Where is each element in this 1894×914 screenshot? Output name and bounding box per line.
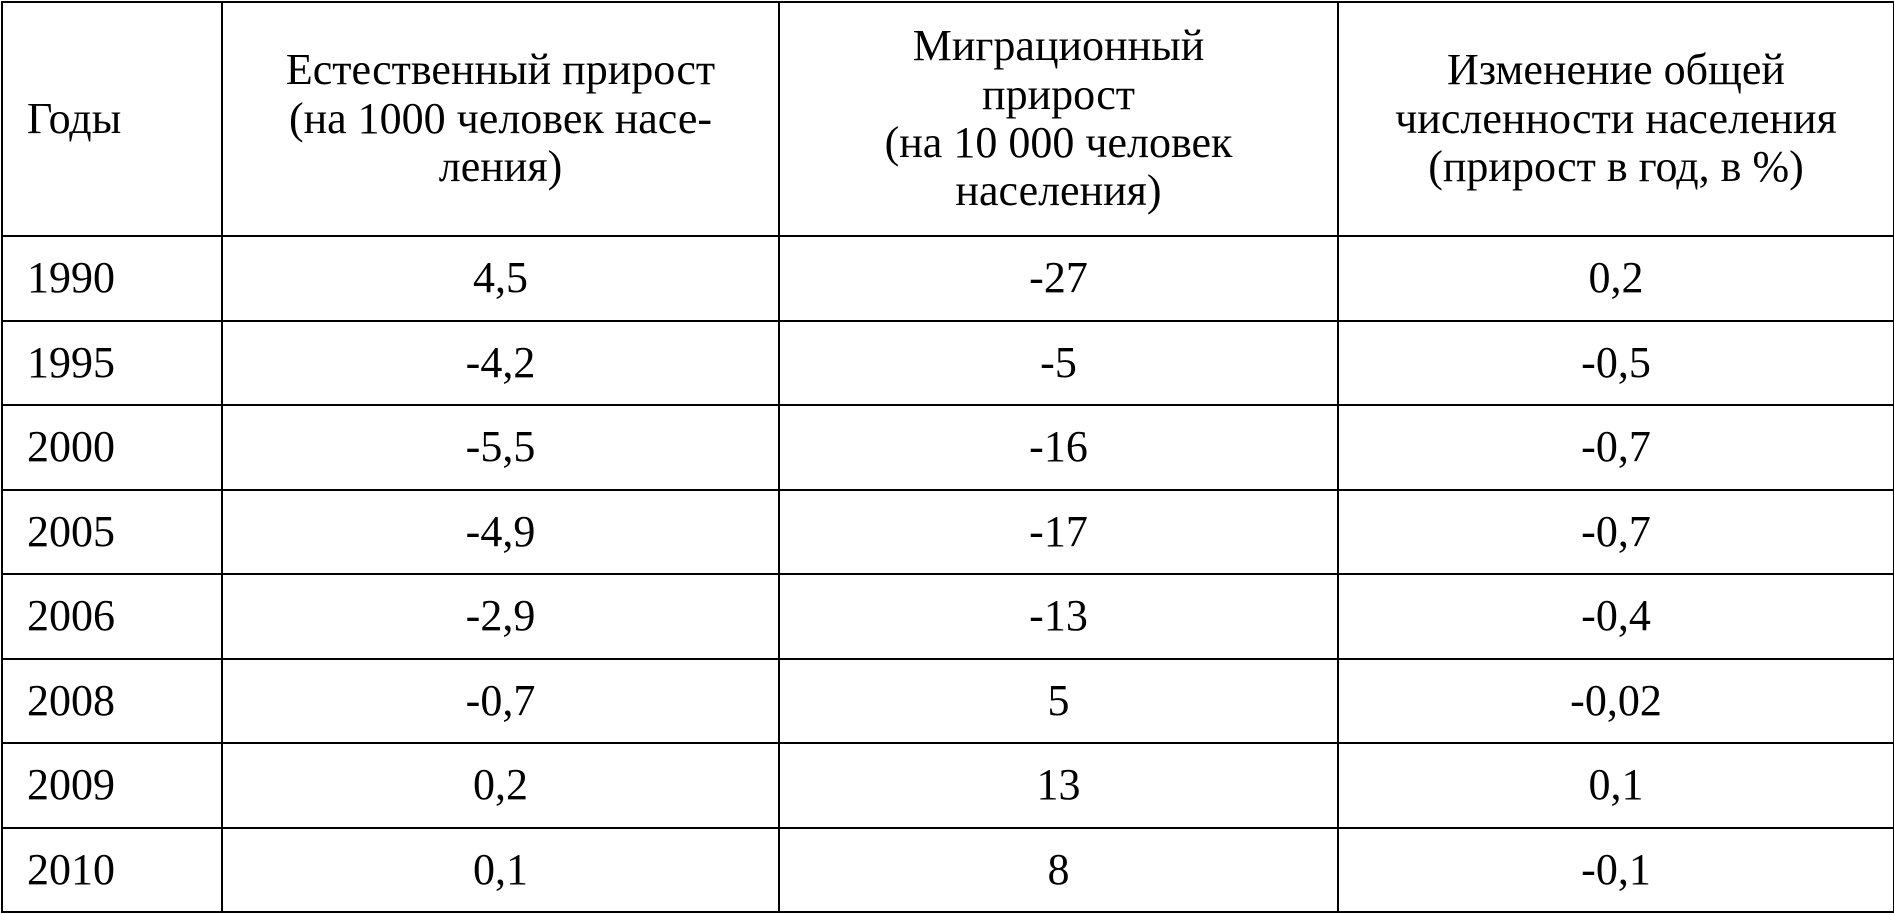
value-cell: 0,2	[221, 742, 780, 829]
value-cell: -13	[778, 573, 1339, 660]
table-row: 2005 -4,9 -17 -0,7	[1, 488, 1894, 576]
year-cell: 2005	[1, 488, 223, 576]
table-row: 2008 -0,7 5 -0,02	[1, 657, 1894, 745]
header-line: (на 1000 человек насе-	[288, 93, 713, 143]
value-cell: -0,5	[1337, 319, 1894, 407]
table-row: 2006 -2,9 -13 -0,4	[1, 573, 1894, 660]
year-cell: 2008	[1, 657, 223, 745]
value-cell: -4,2	[221, 319, 780, 407]
header-cell: Изменение общей численности населения (при…	[1337, 0, 1894, 238]
year-cell: 1990	[1, 235, 223, 322]
year-cell: 2010	[1, 826, 223, 913]
value-cell: 13	[778, 742, 1339, 829]
value-cell: 5	[778, 657, 1339, 745]
year-cell: 2009	[1, 742, 223, 829]
value-cell: -0,1	[1337, 826, 1894, 913]
table-row: 2000 -5,5 -16 -0,7	[1, 404, 1894, 491]
value-cell: 8	[778, 826, 1339, 913]
value-cell: 4,5	[221, 235, 780, 322]
value-cell: -0,7	[1337, 404, 1894, 491]
header-line: населения)	[955, 166, 1162, 216]
header-line: Естественный прирост	[285, 45, 716, 95]
header-cell: Миграционный прирост (на 10 000 человек нас…	[778, 0, 1339, 238]
value-cell: -0,7	[221, 657, 780, 745]
value-cell: -16	[778, 404, 1339, 491]
year-cell: 2006	[1, 573, 223, 660]
header-cell: Естественный прирост (на 1000 человек нас…	[221, 0, 780, 238]
header-line: прирост	[982, 69, 1135, 119]
value-cell: -0,7	[1337, 488, 1894, 576]
year-cell: 1995	[1, 319, 223, 407]
value-cell: -0,02	[1337, 657, 1894, 745]
value-cell: -0,4	[1337, 573, 1894, 660]
header-line: (на 10 000 человек	[884, 118, 1233, 168]
value-cell: -2,9	[221, 573, 780, 660]
value-cell: 0,1	[221, 826, 780, 913]
value-cell: -27	[778, 235, 1339, 322]
header-line: Миграционный	[912, 21, 1205, 71]
year-cell: 2000	[1, 404, 223, 491]
value-cell: -5,5	[221, 404, 780, 491]
table-row: 2009 0,2 13 0,1	[1, 742, 1894, 829]
header-line: ления)	[438, 142, 563, 192]
value-cell: -4,9	[221, 488, 780, 576]
header-line: численности населения	[1395, 93, 1837, 143]
value-cell: -5	[778, 319, 1339, 407]
value-cell: 0,1	[1337, 742, 1894, 829]
table-row: 1990 4,5 -27 0,2	[1, 235, 1894, 322]
header-row: Годы Естественный прирост (на 1000 человек…	[1, 0, 1894, 238]
value-cell: -17	[778, 488, 1339, 576]
table-row: 1995 -4,2 -5 -0,5	[1, 319, 1894, 407]
header-line: (прирост в год, в %)	[1428, 142, 1804, 192]
table-row: 2010 0,1 8 -0,1	[1, 826, 1894, 913]
header-line: Годы	[27, 93, 122, 143]
header-line: Изменение общей	[1447, 45, 1785, 95]
header-cell: Годы	[1, 0, 223, 238]
value-cell: 0,2	[1337, 235, 1894, 322]
